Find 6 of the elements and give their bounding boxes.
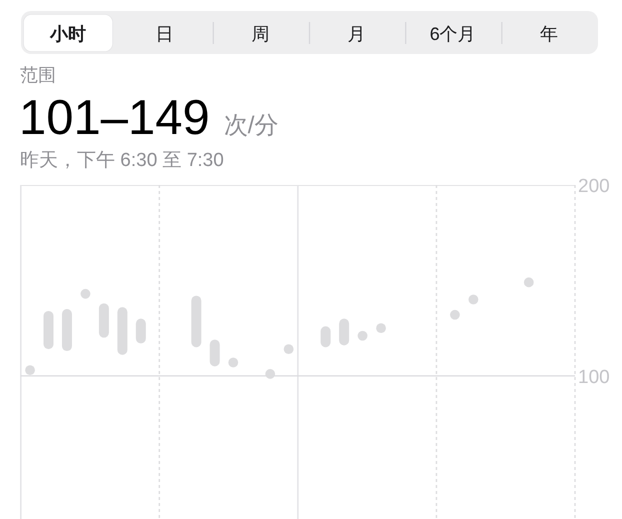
title: 101–149 [19, 91, 210, 145]
y-tick: 100 [578, 366, 610, 388]
subtitle: 昨天，下午 6:30 至 7:30 [20, 150, 224, 171]
label: 范围 [20, 65, 56, 85]
unit: 次/分 [224, 112, 278, 139]
y-tick: 200 [578, 176, 610, 197]
